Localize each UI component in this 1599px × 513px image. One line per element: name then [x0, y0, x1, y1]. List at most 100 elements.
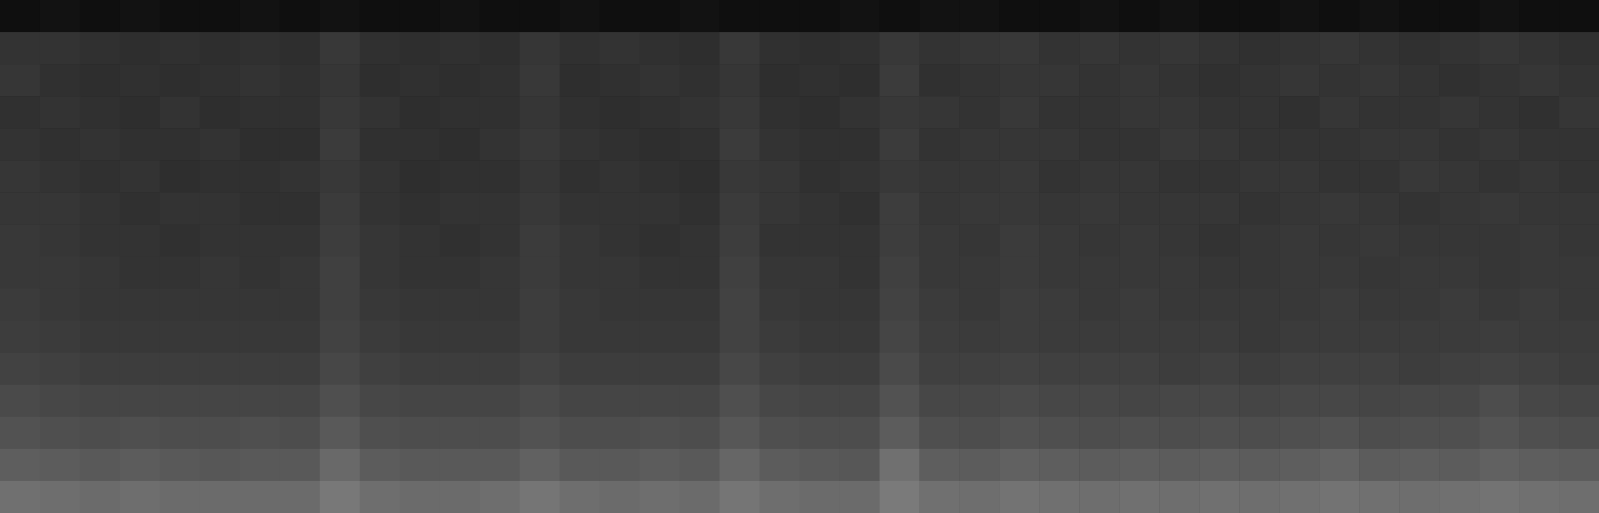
heatmap-cell — [0, 0, 40, 33]
heatmap-cell — [0, 385, 40, 418]
heatmap-cell — [1399, 96, 1439, 129]
heatmap-cell — [839, 96, 879, 129]
heatmap-cell — [600, 353, 640, 386]
heatmap-cell — [1559, 32, 1599, 65]
heatmap-cell — [1519, 289, 1559, 322]
heatmap-cell — [839, 385, 879, 418]
heatmap-cell — [1479, 32, 1519, 65]
heatmap-cell — [959, 385, 999, 418]
heatmap-cell — [80, 257, 120, 290]
heatmap-cell — [0, 224, 40, 257]
heatmap-cell — [360, 481, 400, 513]
heatmap-cell — [1399, 224, 1439, 257]
heatmap-cell — [760, 160, 800, 193]
heatmap-cell — [520, 128, 560, 161]
heatmap-cell — [1359, 32, 1399, 65]
heatmap-cell — [280, 0, 320, 33]
heatmap-cell — [720, 64, 760, 97]
heatmap-cell — [839, 128, 879, 161]
heatmap-cell — [1479, 128, 1519, 161]
heatmap-cell — [1319, 192, 1359, 225]
heatmap-cell — [80, 96, 120, 129]
heatmap-cell — [680, 385, 720, 418]
heatmap-cell — [839, 417, 879, 450]
heatmap-cell — [400, 449, 440, 482]
heatmap-cell — [800, 353, 840, 386]
heatmap-cell — [800, 417, 840, 450]
heatmap-cell — [640, 321, 680, 354]
heatmap-cell — [919, 481, 959, 513]
heatmap-cell — [1519, 481, 1559, 513]
heatmap-cell — [200, 160, 240, 193]
heatmap-cell — [360, 160, 400, 193]
heatmap-cell — [1359, 449, 1399, 482]
heatmap-cell — [1239, 385, 1279, 418]
heatmap-cell — [40, 353, 80, 386]
heatmap-cell — [1439, 160, 1479, 193]
heatmap-cell — [680, 64, 720, 97]
heatmap-cell — [1359, 385, 1399, 418]
heatmap-cell — [280, 321, 320, 354]
heatmap-cell — [80, 481, 120, 513]
heatmap-cell — [680, 192, 720, 225]
heatmap-cell — [280, 128, 320, 161]
heatmap-cell — [1359, 64, 1399, 97]
heatmap-cell — [1519, 0, 1559, 33]
heatmap-cell — [1559, 64, 1599, 97]
heatmap-cell — [1199, 321, 1239, 354]
heatmap-cell — [520, 160, 560, 193]
heatmap-cell — [1159, 128, 1199, 161]
heatmap-cell — [360, 0, 400, 33]
heatmap-cell — [400, 192, 440, 225]
heatmap-cell — [240, 64, 280, 97]
heatmap-cell — [40, 160, 80, 193]
heatmap-cell — [1159, 96, 1199, 129]
heatmap-cell — [879, 449, 919, 482]
heatmap-cell — [879, 257, 919, 290]
heatmap-cell — [1239, 224, 1279, 257]
heatmap-cell — [1519, 192, 1559, 225]
heatmap-cell — [600, 32, 640, 65]
heatmap-cell — [440, 321, 480, 354]
heatmap-cell — [1359, 289, 1399, 322]
heatmap-cell — [600, 96, 640, 129]
heatmap-cell — [400, 224, 440, 257]
heatmap-cell — [1439, 257, 1479, 290]
heatmap-cell — [200, 321, 240, 354]
heatmap-cell — [0, 64, 40, 97]
heatmap-cell — [1279, 224, 1319, 257]
heatmap-cell — [1039, 449, 1079, 482]
heatmap-cell — [200, 257, 240, 290]
heatmap-cell — [1479, 64, 1519, 97]
heatmap-cell — [1239, 481, 1279, 513]
heatmap-cell — [1199, 0, 1239, 33]
heatmap-cell — [1079, 321, 1119, 354]
heatmap-cell — [200, 32, 240, 65]
heatmap-cell — [1519, 64, 1559, 97]
heatmap-cell — [1279, 449, 1319, 482]
heatmap-cell — [800, 64, 840, 97]
heatmap-cell — [1079, 449, 1119, 482]
heatmap-cell — [1319, 385, 1359, 418]
heatmap-cell — [80, 353, 120, 386]
heatmap-cell — [0, 449, 40, 482]
heatmap-cell — [320, 481, 360, 513]
heatmap-cell — [800, 449, 840, 482]
heatmap-cell — [839, 64, 879, 97]
heatmap-cell — [1359, 96, 1399, 129]
heatmap-cell — [1479, 160, 1519, 193]
heatmap-cell — [40, 385, 80, 418]
heatmap-cell — [999, 160, 1039, 193]
heatmap-cell — [120, 0, 160, 33]
heatmap-cell — [320, 224, 360, 257]
heatmap-cell — [1079, 289, 1119, 322]
heatmap-cell — [919, 289, 959, 322]
heatmap-cell — [400, 481, 440, 513]
heatmap-cell — [480, 128, 520, 161]
heatmap-cell — [1439, 449, 1479, 482]
heatmap-cell — [1039, 481, 1079, 513]
heatmap-cell — [240, 0, 280, 33]
heatmap-cell — [1479, 417, 1519, 450]
heatmap-cell — [1559, 192, 1599, 225]
heatmap-cell — [560, 289, 600, 322]
